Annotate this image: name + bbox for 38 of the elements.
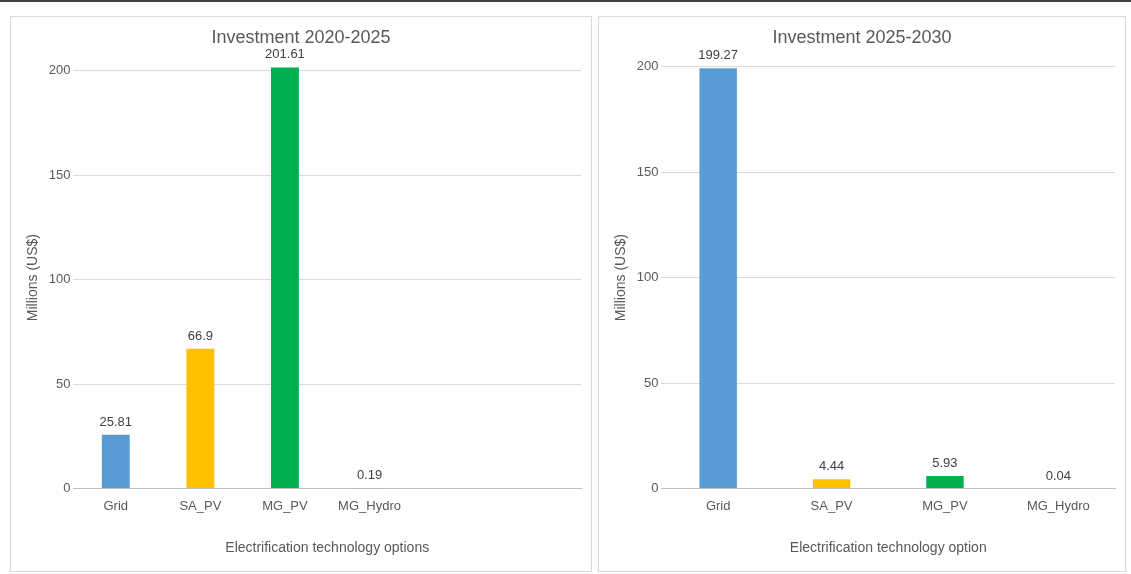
y-tick-label: 50	[56, 375, 71, 391]
data-label: 25.81	[99, 413, 133, 429]
y-tick-label: 100	[636, 269, 659, 285]
y-tick-label: 0	[651, 480, 659, 496]
bar	[812, 479, 851, 489]
x-tick-label: SA_PV	[810, 497, 853, 513]
bar	[186, 348, 215, 489]
x-tick-label: SA_PV	[179, 497, 222, 513]
x-tick-label: MG_PV	[922, 497, 969, 513]
bar	[271, 67, 299, 489]
y-tick-label: 0	[63, 480, 71, 496]
y-axis-title: Millions (US$)	[612, 234, 629, 322]
data-label: 66.9	[187, 327, 214, 343]
x-tick-label: Grid	[103, 497, 129, 513]
y-axis-title: Millions (US$)	[24, 234, 41, 322]
y-tick-label: 100	[48, 271, 71, 287]
chart-title: Investment 2025-2030	[772, 26, 952, 47]
x-tick-label: MG_Hydro	[1026, 497, 1090, 513]
x-axis-title: Electrification technology options	[225, 539, 430, 556]
y-tick-label: 150	[48, 166, 71, 182]
y-tick-label: 200	[636, 58, 659, 74]
x-tick-label: MG_PV	[262, 497, 309, 513]
data-label: 5.93	[932, 455, 958, 471]
data-label: 201.61	[265, 46, 305, 62]
data-label: 0.04	[1045, 467, 1071, 483]
x-tick-label: MG_Hydro	[338, 497, 401, 513]
bar	[926, 476, 964, 489]
x-axis-title: Electrification technology option	[789, 539, 987, 556]
y-tick-label: 50	[644, 374, 659, 390]
y-tick-label: 150	[636, 163, 659, 179]
data-label: 4.44	[818, 458, 845, 474]
chart-title: Investment 2020-2025	[211, 26, 391, 47]
data-label: 0.19	[356, 467, 383, 483]
bar	[101, 434, 130, 489]
data-label: 199.27	[698, 47, 739, 63]
y-tick-label: 200	[48, 62, 71, 78]
bar	[699, 68, 737, 489]
x-tick-label: Grid	[705, 497, 731, 513]
